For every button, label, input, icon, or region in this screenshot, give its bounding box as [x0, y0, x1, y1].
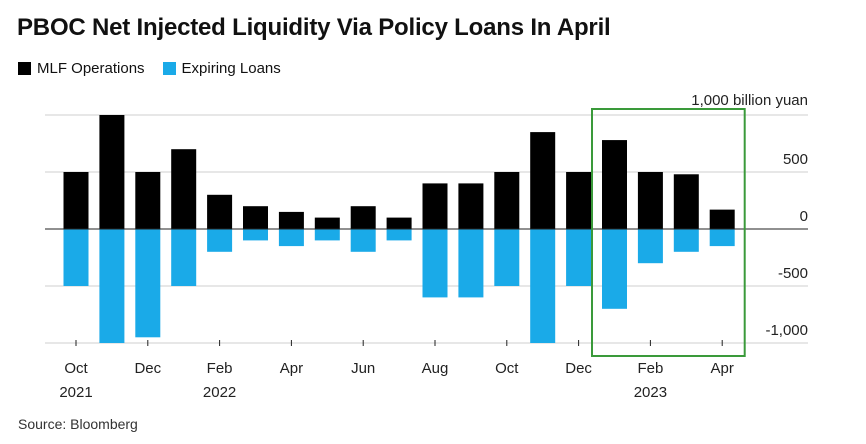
mlf-bar — [63, 172, 89, 229]
expiring-bar — [566, 229, 592, 286]
expiring-bar — [350, 229, 376, 252]
expiring-bar — [637, 229, 663, 264]
x-tick-label: Oct — [495, 360, 519, 377]
mlf-bar — [530, 132, 556, 229]
x-tick-label: Aug — [422, 360, 449, 377]
expiring-bar — [63, 229, 89, 286]
mlf-bar — [386, 217, 412, 229]
x-tick-year-label: 2021 — [59, 384, 92, 401]
expiring-bar — [602, 229, 627, 309]
x-tick-year-label: 2023 — [634, 384, 667, 401]
y-tick-label: -1,000 — [765, 322, 808, 339]
legend-label-mlf: MLF Operations — [37, 60, 145, 77]
mlf-bar — [171, 149, 197, 229]
legend-swatch-mlf — [18, 62, 31, 75]
expiring-bar — [207, 229, 233, 252]
expiring-bar — [709, 229, 735, 247]
legend-label-expiring: Expiring Loans — [181, 60, 281, 77]
legend-item-expiring: Expiring Loans — [162, 60, 281, 77]
x-tick-label: Jun — [351, 360, 375, 377]
y-tick-label: 1,000 billion yuan — [691, 92, 808, 109]
mlf-bar — [458, 183, 484, 229]
x-tick-year-label: 2022 — [203, 384, 236, 401]
legend: MLF Operations Expiring Loans — [18, 60, 299, 77]
expiring-bar — [278, 229, 304, 247]
mlf-bar — [602, 140, 627, 229]
mlf-bar — [673, 174, 699, 229]
x-tick-label: Apr — [280, 360, 303, 377]
expiring-bar — [458, 229, 484, 298]
x-tick-label: Oct — [64, 360, 88, 377]
x-tick-label: Feb — [207, 360, 233, 377]
y-tick-label: 0 — [800, 208, 808, 225]
x-tick-label: Dec — [134, 360, 161, 377]
legend-item-mlf: MLF Operations — [18, 60, 145, 77]
y-tick-label: -500 — [778, 265, 808, 282]
mlf-bar — [350, 206, 376, 229]
mlf-bar — [709, 209, 735, 229]
expiring-bar — [314, 229, 340, 241]
x-tick-label: Feb — [637, 360, 663, 377]
y-tick-label: 500 — [783, 151, 808, 168]
mlf-bar — [99, 115, 125, 229]
expiring-bar — [386, 229, 412, 241]
expiring-bar — [243, 229, 268, 241]
chart-title: PBOC Net Injected Liquidity Via Policy L… — [17, 14, 611, 41]
mlf-bar — [566, 172, 592, 229]
highlight-box — [591, 108, 746, 357]
mlf-bar — [422, 183, 448, 229]
mlf-bar — [314, 217, 340, 229]
mlf-bar — [207, 194, 233, 229]
x-tick-label: Apr — [711, 360, 734, 377]
mlf-bar — [637, 172, 663, 229]
expiring-bar — [422, 229, 448, 298]
expiring-bar — [171, 229, 197, 286]
mlf-bar — [278, 211, 304, 229]
expiring-bar — [530, 229, 556, 343]
mlf-bar — [135, 172, 161, 229]
expiring-bar — [673, 229, 699, 252]
mlf-bar — [494, 172, 520, 229]
mlf-bar — [243, 206, 268, 229]
x-tick-label: Dec — [565, 360, 592, 377]
legend-swatch-expiring — [162, 62, 176, 75]
expiring-bar — [99, 229, 125, 343]
expiring-bar — [494, 229, 520, 286]
source-note: Source: Bloomberg — [18, 416, 138, 432]
expiring-bar — [135, 229, 161, 338]
